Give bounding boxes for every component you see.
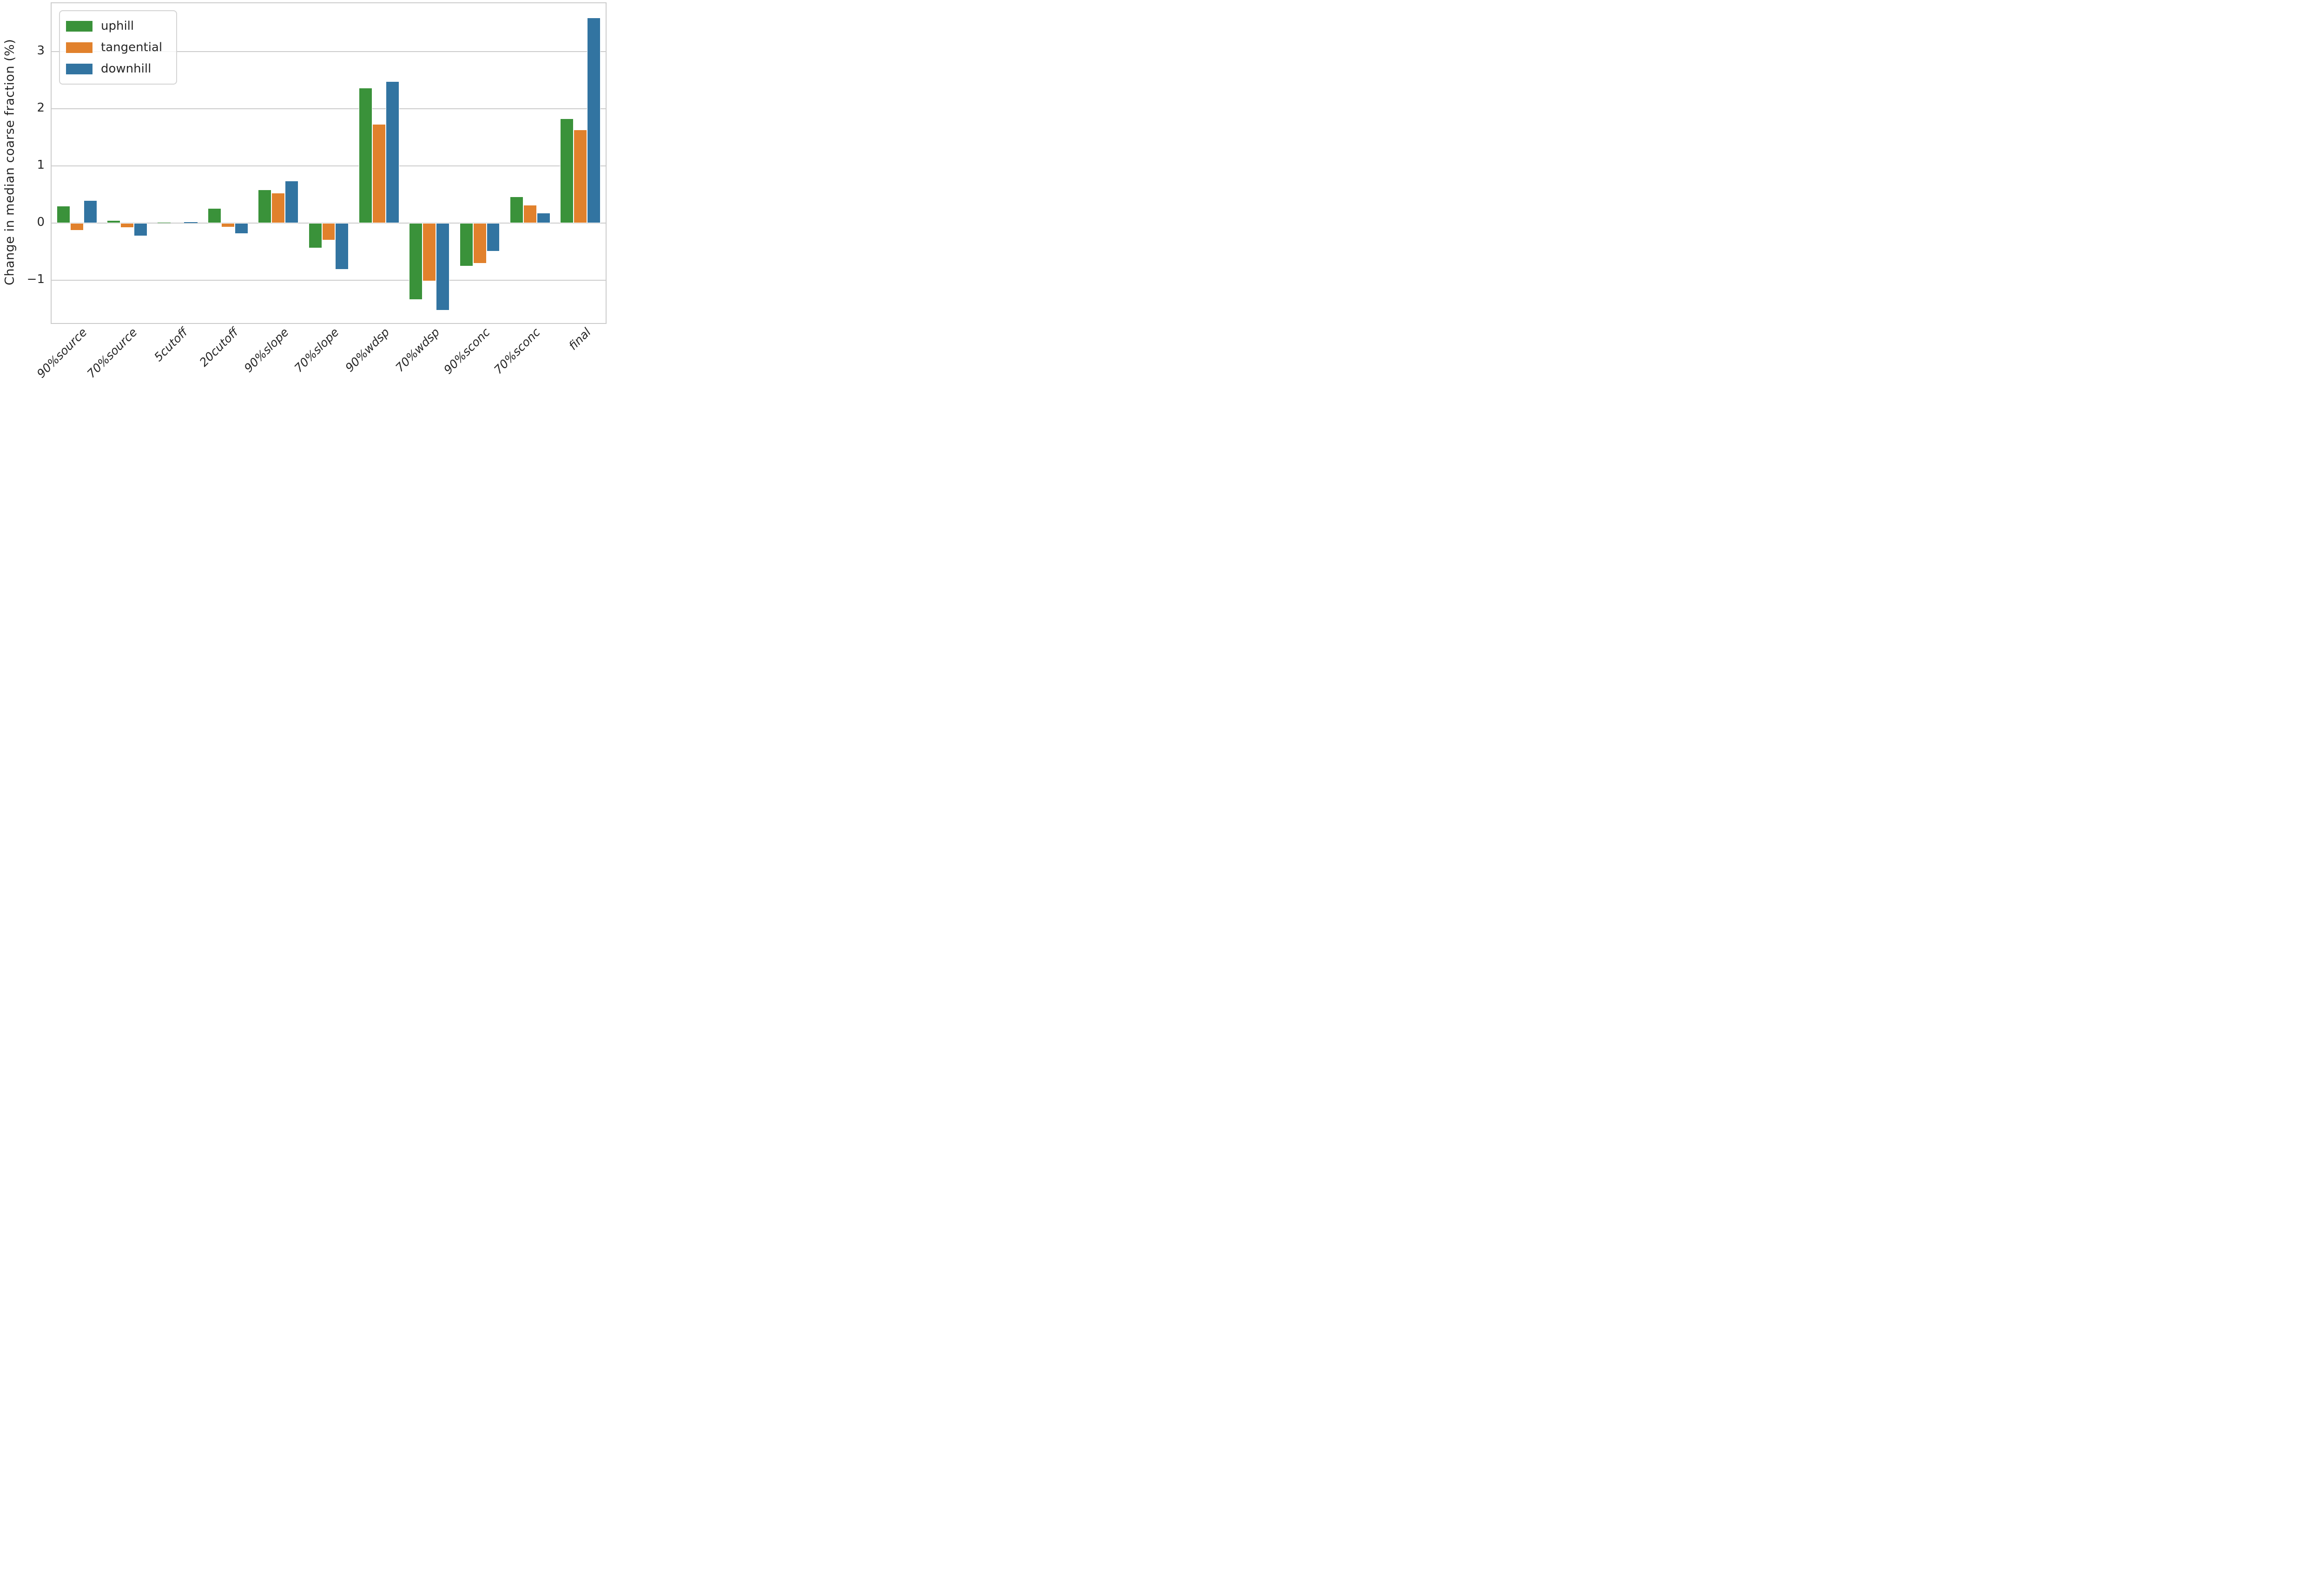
legend-label-downhill: downhill	[101, 62, 152, 76]
bar-downhill-20cutoff	[234, 223, 248, 234]
bar-tangential-final	[574, 129, 588, 223]
gridline-y--1	[52, 279, 606, 281]
bar-downhill-70%sconc	[536, 212, 550, 223]
bar-downhill-70%wdsp	[436, 223, 450, 310]
bar-uphill-70%slope	[308, 223, 322, 249]
x-tick-label-70%sconc: 70%sconc	[491, 325, 543, 377]
legend-item-downhill: downhill	[66, 61, 172, 77]
bar-downhill-70%slope	[335, 223, 349, 270]
x-tick-label-70%wdsp: 70%wdsp	[393, 325, 442, 375]
legend-item-uphill: uphill	[66, 18, 172, 34]
bar-downhill-final	[587, 17, 601, 223]
bar-uphill-90%source	[56, 206, 70, 223]
bar-tangential-20cutoff	[221, 223, 235, 227]
gridline-y-1	[52, 165, 606, 167]
x-tick-label-final: final	[566, 325, 594, 353]
downhill-swatch-icon	[66, 63, 92, 74]
bar-uphill-20cutoff	[207, 208, 221, 223]
bar-tangential-70%sconc	[523, 204, 537, 223]
x-tick-label-90%source: 90%source	[34, 325, 90, 381]
bar-downhill-90%sconc	[486, 223, 500, 252]
x-tick-label-70%source: 70%source	[85, 325, 140, 381]
bar-downhill-90%slope	[285, 181, 298, 223]
plot-area	[51, 2, 607, 324]
y-tick-label-2: 2	[37, 101, 45, 115]
gridline-y-3	[52, 51, 606, 53]
bar-tangential-70%wdsp	[423, 223, 436, 282]
legend-item-tangential: tangential	[66, 40, 172, 55]
bar-downhill-70%source	[133, 223, 147, 237]
bar-chart-figure: Change in median coarse fraction (%) −1 0…	[0, 0, 607, 396]
x-tick-label-90%sconc: 90%sconc	[441, 325, 493, 377]
bar-tangential-90%slope	[271, 192, 285, 223]
legend: uphill tangential downhill	[59, 10, 177, 85]
bar-tangential-70%slope	[322, 223, 336, 240]
bar-uphill-70%wdsp	[409, 223, 423, 300]
y-tick-label-1: 1	[37, 158, 45, 172]
x-tick-label-5cutoff: 5cutoff	[152, 325, 191, 364]
legend-label-tangential: tangential	[101, 40, 163, 54]
x-tick-label-20cutoff: 20cutoff	[197, 325, 241, 369]
bar-uphill-final	[560, 119, 574, 223]
tangential-swatch-icon	[66, 42, 92, 53]
y-tick-label-3: 3	[37, 44, 45, 58]
bar-uphill-70%sconc	[510, 197, 523, 223]
bar-downhill-90%wdsp	[385, 81, 399, 223]
x-tick-label-70%slope: 70%slope	[291, 325, 342, 375]
x-tick-label-90%wdsp: 90%wdsp	[342, 325, 392, 375]
bar-tangential-70%source	[120, 223, 134, 228]
y-tick-label--1: −1	[26, 272, 45, 286]
uphill-swatch-icon	[66, 20, 92, 32]
bar-downhill-90%source	[83, 200, 97, 223]
bar-uphill-90%slope	[258, 189, 272, 223]
gridline-y-2	[52, 108, 606, 110]
legend-label-uphill: uphill	[101, 19, 134, 33]
x-tick-label-90%slope: 90%slope	[241, 325, 291, 375]
bar-tangential-90%sconc	[473, 223, 487, 264]
bar-uphill-90%wdsp	[359, 87, 372, 223]
bar-uphill-70%source	[107, 220, 121, 223]
bar-tangential-90%source	[70, 223, 84, 231]
y-tick-label-0: 0	[37, 215, 45, 229]
bar-tangential-90%wdsp	[372, 124, 386, 223]
bar-uphill-90%sconc	[459, 223, 473, 267]
bar-downhill-5cutoff	[184, 222, 198, 223]
